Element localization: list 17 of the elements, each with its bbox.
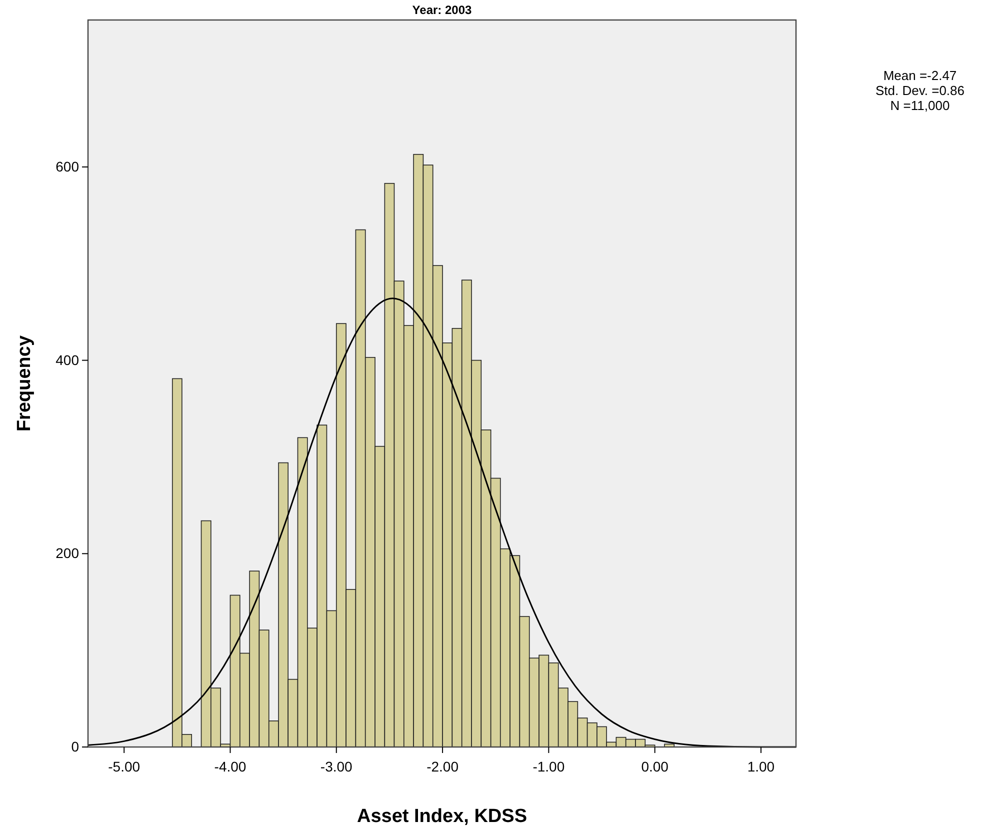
x-tick-label: 1.00 bbox=[747, 758, 775, 774]
y-tick-label: 600 bbox=[56, 158, 80, 174]
x-tick-label: -4.00 bbox=[214, 758, 246, 774]
chart-title: Year: 2003 bbox=[412, 3, 472, 17]
text: N =11,000 bbox=[890, 98, 950, 113]
y-tick-label: 400 bbox=[56, 352, 80, 368]
text: Mean =-2.47 bbox=[883, 68, 957, 83]
y-tick-label: 200 bbox=[56, 545, 80, 562]
y-tick-label: 0 bbox=[71, 738, 80, 754]
text: Std. Dev. =0.86 bbox=[875, 83, 965, 98]
x-tick-label: 0.00 bbox=[641, 758, 669, 774]
x-axis-title: Asset Index, KDSS bbox=[357, 806, 527, 827]
x-tick-label: -1.00 bbox=[532, 758, 565, 774]
x-tick-label: -3.00 bbox=[320, 758, 353, 774]
y-axis-title: Frequency bbox=[14, 335, 35, 432]
x-tick-label: -2.00 bbox=[426, 758, 459, 774]
x-tick-label: -5.00 bbox=[108, 758, 140, 774]
